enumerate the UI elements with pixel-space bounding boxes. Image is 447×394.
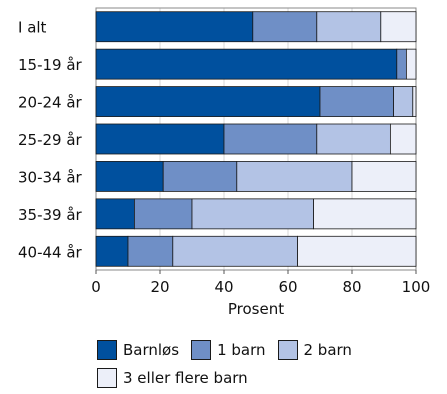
bar-segment <box>127 235 174 267</box>
category-label: 20-24 år <box>18 94 83 112</box>
stacked-bar-chart: I alt 15-19 år 20-24 år 25-29 år 30-34 år 35-… <box>18 7 431 318</box>
bar-segment <box>412 86 417 117</box>
legend-swatch-1-barn <box>191 340 212 360</box>
bar-segment <box>95 123 225 155</box>
legend-label-2-barn: 2 barn <box>303 341 352 359</box>
bar-segment <box>133 198 193 230</box>
bar-segment <box>297 235 417 267</box>
category-label: 30-34 år <box>18 168 83 186</box>
x-tick-label: 40 <box>214 278 233 296</box>
bar-segment <box>95 235 129 267</box>
bar-segment <box>389 123 417 155</box>
bar-segment <box>236 161 353 192</box>
x-tick-label: 0 <box>91 278 101 296</box>
bar-segment <box>351 161 417 192</box>
x-tick-label: 20 <box>150 278 169 296</box>
category-label: 25-29 år <box>18 131 83 149</box>
legend-swatch-3-eller-flere-barn <box>97 368 117 388</box>
bar-segment <box>95 86 321 117</box>
bar-segment <box>95 11 254 43</box>
x-axis-label: Prosent <box>228 300 284 318</box>
category-label: 15-19 år <box>18 56 83 74</box>
x-tick-label: 80 <box>342 278 361 296</box>
bar-segment <box>223 123 318 155</box>
legend-label-barnlos: Barnløs <box>123 341 180 359</box>
bar-segment <box>316 11 382 43</box>
bar-segment <box>95 48 398 80</box>
x-tick-label: 100 <box>402 278 431 296</box>
legend-item-3-eller-flere-barn: 3 eller flere barn <box>97 368 248 388</box>
bar-segment <box>95 161 164 192</box>
legend-item-2-barn: 2 barn <box>277 340 352 360</box>
legend-swatch-barnlos <box>97 340 117 360</box>
bar-segment <box>252 11 318 43</box>
category-label: I alt <box>18 19 47 37</box>
category-label: 35-39 år <box>18 206 83 224</box>
bar-segment <box>316 123 391 155</box>
legend-label-1-barn: 1 barn <box>217 341 266 359</box>
bar-segment <box>95 198 135 230</box>
bar-segment <box>380 11 417 43</box>
legend-item-1-barn: 1 barn <box>191 340 266 360</box>
category-label: 40-44 år <box>18 243 83 261</box>
legend-item-barnlos: Barnløs <box>97 340 179 360</box>
bar-segment <box>162 161 238 192</box>
bar-segment <box>172 235 299 267</box>
bar-segment <box>393 86 414 117</box>
bar-segment <box>396 48 407 80</box>
x-tick-label: 60 <box>278 278 297 296</box>
bar-segment <box>405 48 417 80</box>
bar-segment <box>319 86 394 117</box>
bar-segment <box>191 198 314 230</box>
bar-segment <box>313 198 417 230</box>
legend-swatch-2-barn <box>277 340 298 360</box>
legend: Barnløs 1 barn 2 barn 3 eller flere barn <box>97 338 437 394</box>
legend-label-3-eller-flere-barn: 3 eller flere barn <box>123 369 248 387</box>
